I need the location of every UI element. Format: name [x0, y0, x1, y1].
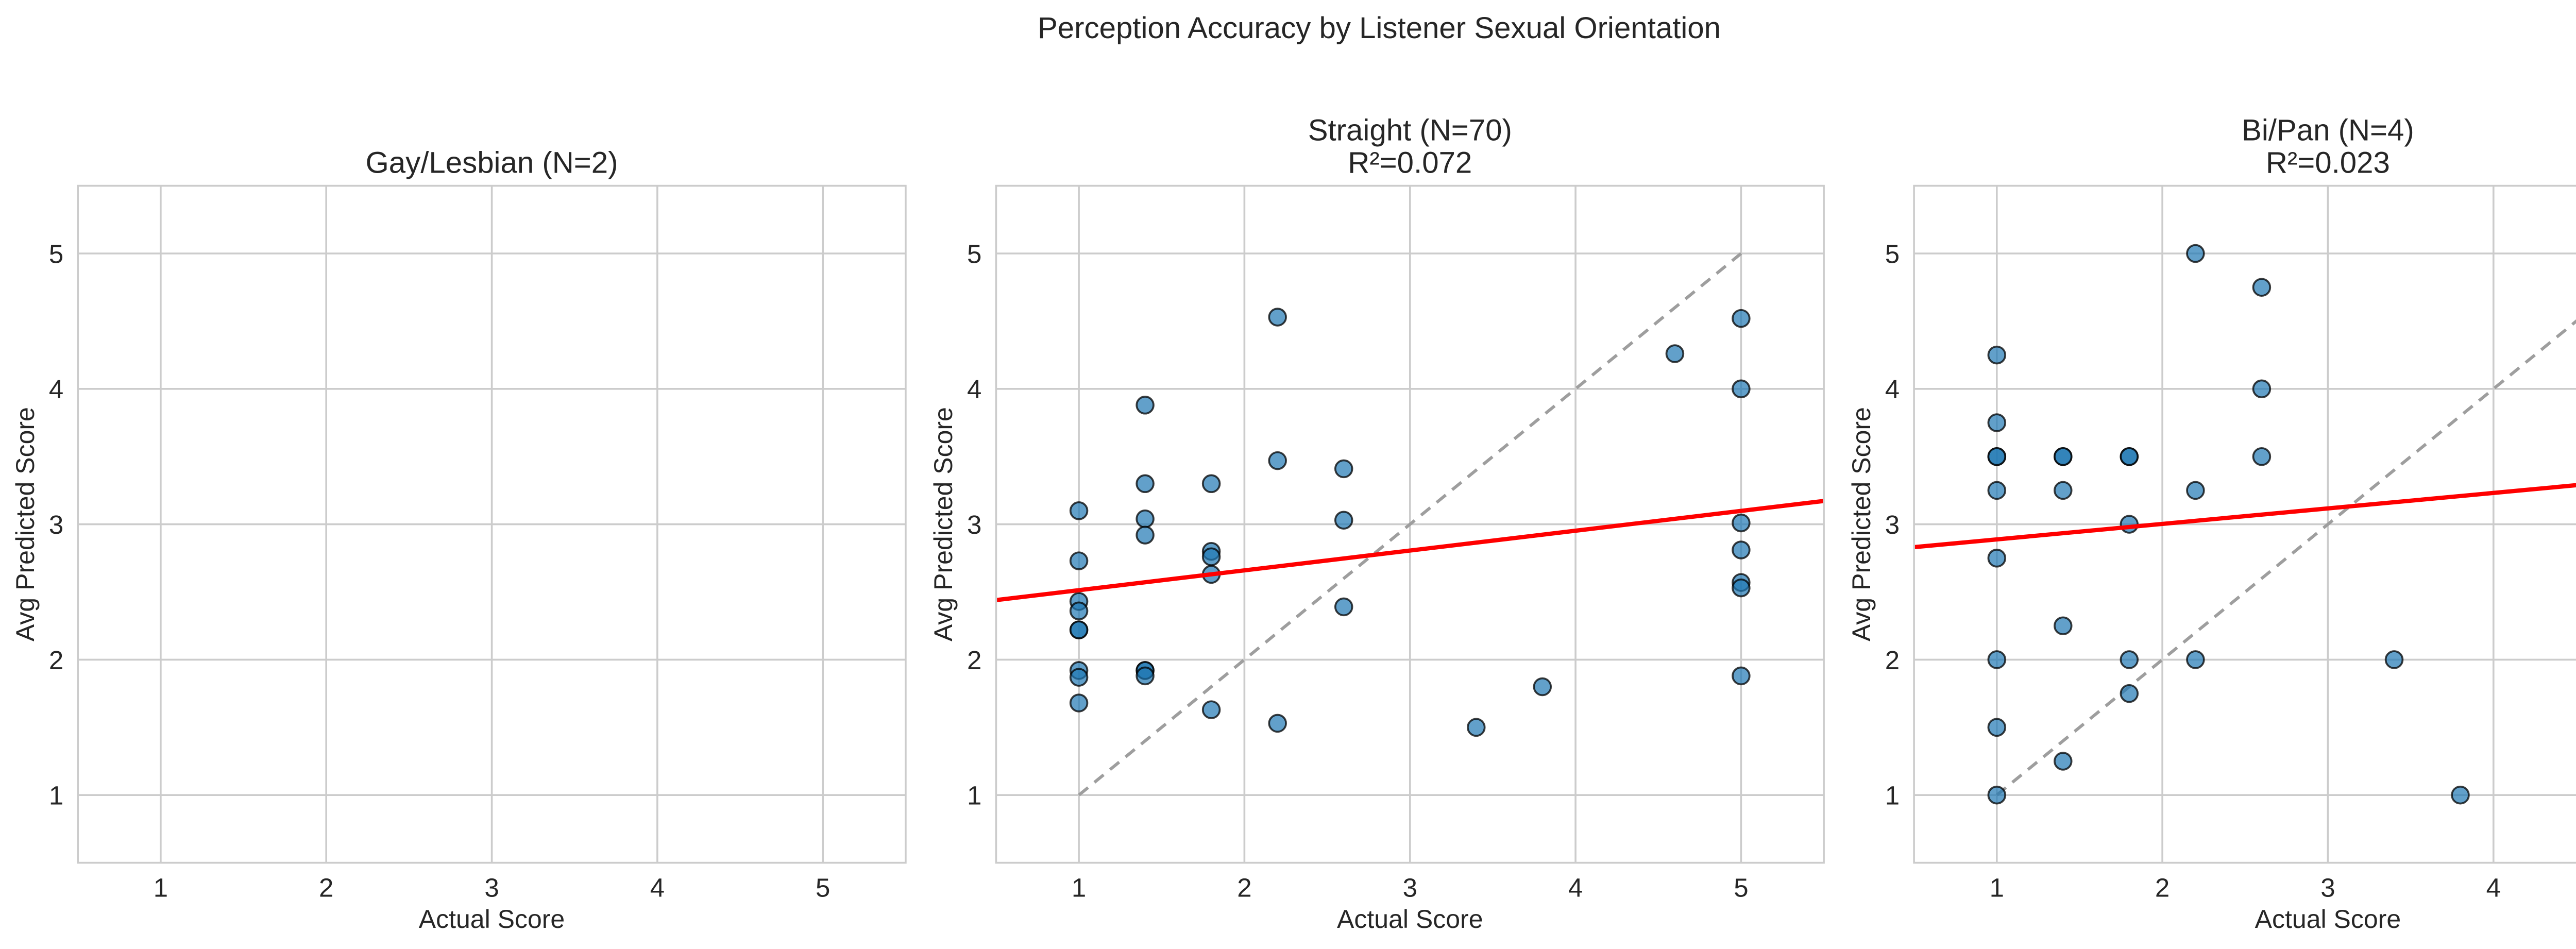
svg-text:1: 1	[1990, 873, 2004, 903]
svg-text:Actual Score: Actual Score	[1337, 905, 1483, 934]
svg-text:1: 1	[1885, 781, 1900, 810]
svg-text:5: 5	[1885, 239, 1900, 268]
svg-text:5: 5	[967, 239, 981, 268]
svg-text:R²=0.072: R²=0.072	[1348, 146, 1472, 180]
svg-text:1: 1	[967, 781, 981, 810]
svg-text:3: 3	[2320, 873, 2335, 903]
svg-text:Avg Predicted Score: Avg Predicted Score	[1847, 407, 1876, 641]
svg-text:Actual Score: Actual Score	[2255, 905, 2401, 934]
svg-text:3: 3	[967, 510, 981, 539]
svg-text:4: 4	[967, 375, 981, 404]
svg-text:Avg Predicted Score: Avg Predicted Score	[929, 407, 958, 641]
svg-text:5: 5	[1734, 873, 1748, 903]
svg-text:2: 2	[1885, 646, 1900, 675]
svg-text:4: 4	[650, 873, 665, 903]
svg-text:2: 2	[2155, 873, 2170, 903]
svg-text:Bi/Pan (N=4): Bi/Pan (N=4)	[2242, 114, 2414, 147]
svg-text:Straight (N=70): Straight (N=70)	[1308, 114, 1512, 147]
svg-text:1: 1	[49, 781, 63, 810]
svg-text:Actual Score: Actual Score	[419, 905, 565, 934]
svg-text:2: 2	[319, 873, 333, 903]
svg-text:4: 4	[1568, 873, 1583, 903]
svg-text:1: 1	[1072, 873, 1086, 903]
svg-text:3: 3	[1885, 510, 1900, 539]
svg-text:2: 2	[967, 646, 981, 675]
svg-text:R²=0.023: R²=0.023	[2266, 146, 2390, 180]
svg-text:5: 5	[816, 873, 830, 903]
svg-text:3: 3	[484, 873, 499, 903]
svg-text:Avg Predicted Score: Avg Predicted Score	[11, 407, 40, 641]
svg-text:3: 3	[49, 510, 63, 539]
svg-text:5: 5	[49, 239, 63, 268]
svg-text:2: 2	[1237, 873, 1251, 903]
svg-text:1: 1	[154, 873, 168, 903]
svg-text:4: 4	[1885, 375, 1900, 404]
svg-text:4: 4	[2486, 873, 2501, 903]
svg-text:4: 4	[49, 375, 63, 404]
svg-text:Perception Accuracy by Listene: Perception Accuracy by Listener Sexual O…	[1038, 11, 1721, 45]
svg-text:2: 2	[49, 646, 63, 675]
svg-text:Gay/Lesbian (N=2): Gay/Lesbian (N=2)	[366, 146, 618, 180]
svg-text:3: 3	[1403, 873, 1417, 903]
